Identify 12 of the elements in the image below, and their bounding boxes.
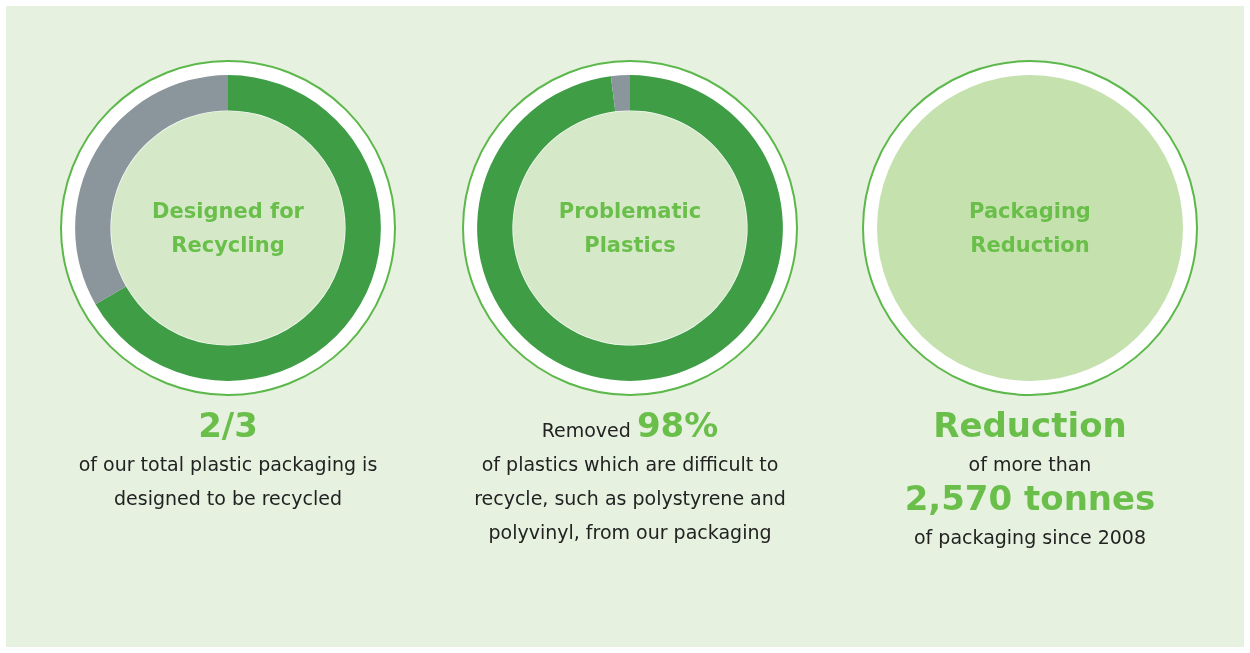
text: of more than [968, 453, 1092, 475]
text: 2/3 [198, 405, 258, 445]
text: 2,570 tonnes [904, 478, 1156, 518]
text: Problematic Plastics [557, 198, 703, 259]
text: of packaging since 2008 [913, 526, 1147, 548]
text: of plastics which are difficult to recycle, such as polystyrene and polyvinyl, from our packaging [474, 453, 786, 543]
text: Reduction [933, 405, 1127, 445]
text: 98% [636, 405, 719, 445]
text: Removed [541, 419, 631, 441]
text: Designed for Recycling [151, 198, 305, 259]
text: of our total plastic packaging is designed to be recycled [78, 453, 378, 509]
text: Packaging Reduction [968, 198, 1092, 259]
